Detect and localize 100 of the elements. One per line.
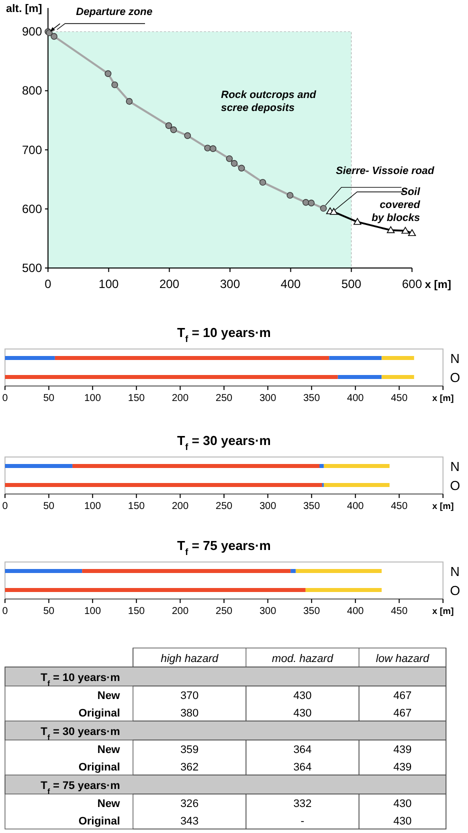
text: 430 (393, 798, 412, 810)
text: 370 (180, 690, 199, 702)
category-label: New (97, 690, 120, 702)
point (302, 199, 310, 206)
annotation: Departure zone (76, 6, 153, 18)
point (408, 229, 416, 236)
annotation: Soil covered by blocks (372, 186, 422, 224)
bar (54, 356, 330, 360)
y-tick-label: 900 (22, 24, 42, 39)
bar (324, 483, 390, 487)
point (259, 178, 266, 186)
point (104, 70, 112, 77)
x-axis-title: x [m] (432, 393, 454, 403)
point (184, 132, 191, 139)
text: 439 (393, 744, 412, 756)
point (386, 226, 395, 234)
x-axis-title: x [m] (432, 501, 454, 511)
x-axis-title: x [m] (424, 279, 452, 291)
point (165, 122, 172, 129)
text: 362 (180, 762, 199, 774)
text: 326 (180, 798, 199, 810)
y-tick-label: O (450, 478, 460, 493)
x-tick-label: 350 (303, 393, 320, 404)
text: 380 (180, 708, 199, 720)
text: 364 (293, 762, 312, 774)
x-tick-label: 250 (216, 606, 233, 617)
y-tick-label: 500 (22, 261, 42, 275)
bar (5, 464, 72, 468)
y-tick-label: 600 (22, 202, 42, 216)
category-label: Original (78, 816, 120, 828)
x-tick-label: 0 (44, 277, 52, 291)
x-tick-label: 450 (390, 393, 408, 404)
x-tick-label: 300 (259, 393, 277, 404)
category-label: T$_{f}$ = 10 years·m (40, 672, 120, 688)
x-tick-label: 350 (303, 501, 320, 512)
x-tick-label: 100 (98, 277, 119, 291)
y-tick-label: 800 (22, 84, 42, 98)
point (230, 160, 238, 167)
x-tick-label: 150 (128, 393, 146, 404)
bar (324, 464, 390, 468)
bar (296, 569, 382, 573)
bar (338, 375, 382, 379)
annotation: Rock outcrops and scree deposits (221, 89, 317, 114)
chart-title: T$_{f}$ = 10 years·m (177, 325, 271, 344)
bar (305, 588, 382, 592)
x-tick-label: 150 (128, 606, 146, 617)
y-tick-label: O (450, 583, 460, 598)
text: 359 (180, 744, 199, 756)
x-tick-label: 600 (402, 277, 422, 291)
bar (5, 483, 322, 487)
bar (5, 375, 338, 379)
bar (382, 356, 414, 360)
x-tick-label: 400 (280, 277, 301, 291)
x-tick-label: 50 (43, 606, 55, 617)
bar (382, 375, 414, 379)
x-tick-label: 450 (390, 606, 408, 617)
point (320, 204, 327, 212)
text: 430 (393, 816, 412, 828)
category-label: T$_{f}$ = 75 years·m (40, 780, 120, 796)
point (170, 126, 177, 134)
x-tick-label: 150 (128, 501, 146, 512)
bar (329, 356, 382, 360)
x-tick-label: 300 (259, 501, 277, 512)
category-label: Original (78, 708, 120, 720)
x-tick-label: 0 (2, 501, 8, 512)
x-tick-label: 100 (84, 393, 102, 404)
x-tick-label: 200 (172, 393, 189, 404)
point (238, 164, 245, 172)
x-tick-label: 200 (172, 501, 189, 512)
y-tick-label: N (450, 351, 460, 366)
y-axis-title: alt. [m] (6, 3, 42, 15)
point (330, 208, 338, 215)
category-label: T$_{f}$ = 30 years·m (40, 726, 120, 742)
text: 430 (293, 708, 312, 720)
point (210, 145, 216, 152)
point (50, 33, 58, 40)
category-label: mod. hazard (272, 653, 334, 665)
x-tick-label: 400 (347, 393, 364, 404)
x-tick-label: 300 (259, 606, 277, 617)
text: 343 (180, 816, 199, 828)
category-label: Original (78, 762, 120, 774)
bar (5, 588, 306, 592)
category-label: high hazard (160, 653, 220, 665)
x-tick-label: 200 (172, 606, 189, 617)
point (354, 218, 362, 225)
y-tick-label: N (450, 564, 460, 579)
text: 430 (293, 690, 312, 702)
point (308, 200, 315, 206)
annotation: Sierre- Vissoie road (336, 165, 435, 177)
bar (319, 464, 324, 468)
text: 332 (293, 798, 312, 810)
point (226, 155, 233, 162)
bar (290, 569, 296, 573)
x-tick-label: 450 (390, 501, 408, 512)
point (286, 192, 294, 199)
x-tick-label: 500 (341, 277, 362, 291)
x-tick-label: 250 (216, 393, 233, 404)
x-tick-label: 50 (43, 501, 55, 512)
bar (5, 569, 82, 573)
chart-title: T$_{f}$ = 75 years·m (177, 538, 271, 557)
